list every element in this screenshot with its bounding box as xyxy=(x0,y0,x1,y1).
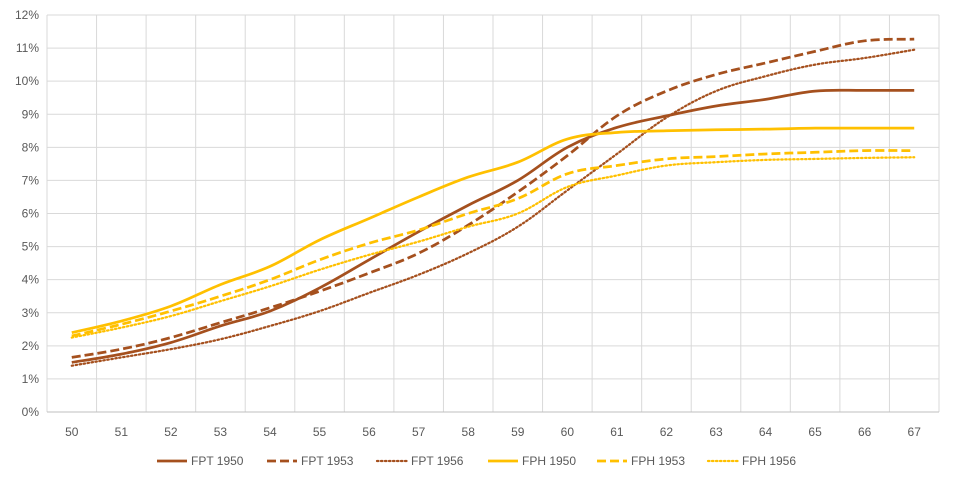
legend: FPT 1950 FPT 1953 FPT 1956 FPH 1950 FPH 1953… xyxy=(157,454,796,468)
x-tick-label: 57 xyxy=(412,425,426,439)
legend-item-fph-1950: FPH 1950 xyxy=(488,454,576,468)
x-tick-label: 60 xyxy=(561,425,575,439)
series-lines xyxy=(70,37,916,367)
y-tick-label: 1% xyxy=(22,372,40,386)
x-tick-label: 66 xyxy=(858,425,872,439)
y-tick-label: 6% xyxy=(22,207,40,221)
x-tick-label: 67 xyxy=(908,425,922,439)
legend-item-fpt-1950: FPT 1950 xyxy=(157,454,244,468)
legend-item-fpt-1953: FPT 1953 xyxy=(267,454,354,468)
x-tick-label: 55 xyxy=(313,425,327,439)
legend-label: FPT 1953 xyxy=(301,454,354,468)
legend-label: FPH 1956 xyxy=(742,454,796,468)
y-tick-label: 4% xyxy=(22,273,40,287)
series-line-fpt-1950 xyxy=(71,88,915,364)
axes: 0% 1% 2% 3% 4% 5% 6% 7% 8% 9% 10% 11% 12% 50 51 52 53 54 5… xyxy=(15,8,939,439)
x-tick-label: 62 xyxy=(660,425,674,439)
x-tick-label: 63 xyxy=(709,425,723,439)
y-tick-label: 10% xyxy=(15,74,39,88)
x-tick-label: 64 xyxy=(759,425,773,439)
series-line-fpt-1953 xyxy=(71,37,915,359)
y-tick-label: 2% xyxy=(22,339,40,353)
x-tick-label: 53 xyxy=(214,425,228,439)
legend-item-fph-1956: FPH 1956 xyxy=(706,454,796,468)
x-tick-label: 61 xyxy=(610,425,624,439)
y-tick-label: 5% xyxy=(22,240,40,254)
grid-lines xyxy=(46,14,940,412)
x-tick-label: 58 xyxy=(462,425,476,439)
x-tick-label: 56 xyxy=(362,425,376,439)
legend-label: FPT 1950 xyxy=(191,454,244,468)
x-tick-label: 52 xyxy=(164,425,178,439)
y-tick-label: 12% xyxy=(15,8,39,22)
x-tick-label: 59 xyxy=(511,425,525,439)
x-tick-label: 51 xyxy=(115,425,129,439)
y-tick-label: 9% xyxy=(22,107,40,121)
y-tick-label: 0% xyxy=(22,405,40,419)
series-line-fph-1953 xyxy=(71,149,915,338)
y-tick-label: 7% xyxy=(22,173,40,187)
series-line-fph-1950 xyxy=(71,126,915,334)
legend-item-fpt-1956: FPT 1956 xyxy=(375,454,464,468)
x-tick-label: 50 xyxy=(65,425,79,439)
y-tick-label: 3% xyxy=(22,306,40,320)
y-tick-label: 11% xyxy=(16,41,39,55)
legend-item-fph-1953: FPH 1953 xyxy=(597,454,685,468)
x-tick-label: 65 xyxy=(808,425,822,439)
legend-label: FPT 1956 xyxy=(411,454,464,468)
y-tick-label: 8% xyxy=(22,140,40,154)
legend-label: FPH 1953 xyxy=(631,454,685,468)
x-tick-label: 54 xyxy=(263,425,277,439)
legend-label: FPH 1950 xyxy=(522,454,576,468)
series-line-fpt-1956 xyxy=(70,48,916,367)
series-line-fph-1956 xyxy=(70,156,916,339)
